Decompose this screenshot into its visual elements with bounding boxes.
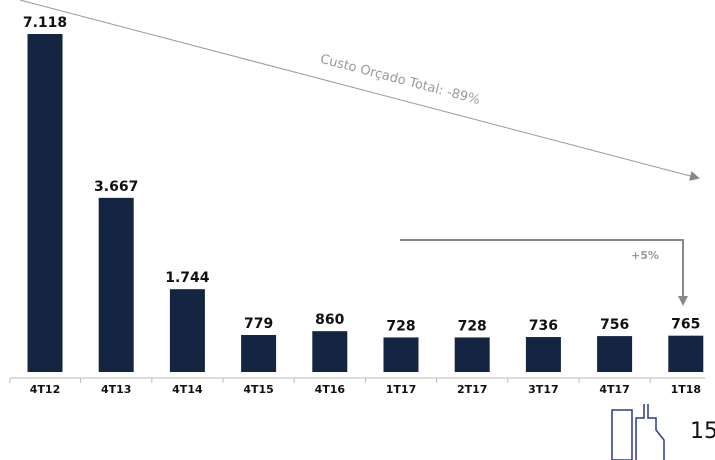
x-tick-label: 4T15 xyxy=(243,383,273,396)
bar xyxy=(597,336,633,372)
bar xyxy=(169,289,205,372)
recent-label: +5% xyxy=(631,249,659,262)
bar xyxy=(668,335,704,372)
value-label: 7.118 xyxy=(23,15,67,31)
x-tick-label: 4T17 xyxy=(599,383,629,396)
bar xyxy=(241,335,277,372)
x-tick-label: 2T17 xyxy=(457,383,487,396)
bar xyxy=(312,331,348,372)
value-label: 860 xyxy=(315,312,344,328)
bar xyxy=(98,197,134,372)
trend-arrow xyxy=(19,0,700,181)
x-tick-label: 1T17 xyxy=(386,383,416,396)
value-label: 736 xyxy=(529,318,558,334)
bar xyxy=(454,337,490,372)
bar xyxy=(383,337,419,372)
value-label: 728 xyxy=(386,318,415,334)
x-tick-label: 3T17 xyxy=(528,383,558,396)
recent-arrow xyxy=(400,239,688,306)
value-label: 765 xyxy=(671,317,700,333)
bar xyxy=(525,337,561,372)
x-tick-label: 4T12 xyxy=(30,383,60,396)
x-tick-label: 1T18 xyxy=(671,383,701,396)
page-number: 15 xyxy=(690,419,715,444)
value-label: 1.744 xyxy=(165,270,210,286)
x-tick-label: 4T14 xyxy=(172,383,203,396)
value-label: 756 xyxy=(600,317,629,333)
value-label: 3.667 xyxy=(94,179,138,195)
value-label: 728 xyxy=(458,318,487,334)
x-tick-label: 4T13 xyxy=(101,383,131,396)
x-tick-label: 4T16 xyxy=(315,383,346,396)
logo xyxy=(611,404,665,460)
bar xyxy=(27,34,63,372)
value-label: 779 xyxy=(244,316,273,332)
